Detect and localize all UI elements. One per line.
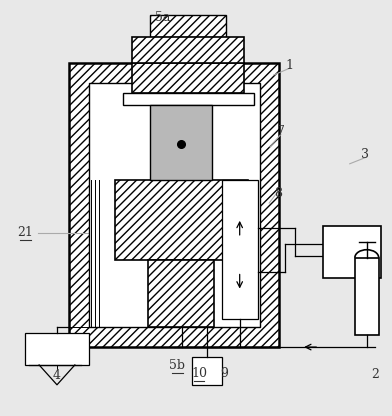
Text: 4: 4 xyxy=(53,369,61,382)
Bar xyxy=(132,63,244,93)
Bar xyxy=(132,37,244,63)
Bar xyxy=(323,226,381,277)
Bar xyxy=(114,180,248,260)
Bar xyxy=(25,333,89,365)
Bar xyxy=(89,83,260,327)
Bar xyxy=(148,260,214,327)
Bar xyxy=(123,93,254,105)
Text: 2: 2 xyxy=(371,368,379,381)
Bar xyxy=(355,258,379,335)
Text: 5b: 5b xyxy=(169,359,185,372)
Bar xyxy=(69,63,279,347)
Text: 7: 7 xyxy=(277,125,285,138)
Bar xyxy=(150,105,212,180)
Text: 8: 8 xyxy=(274,187,283,200)
Bar xyxy=(222,180,258,319)
Bar xyxy=(192,357,222,385)
Text: 10: 10 xyxy=(191,367,207,380)
Text: 9: 9 xyxy=(220,367,228,380)
Bar xyxy=(150,15,226,37)
Text: 1: 1 xyxy=(285,59,294,72)
Text: 3: 3 xyxy=(361,148,369,161)
Text: 5a: 5a xyxy=(155,11,171,25)
Text: 21: 21 xyxy=(18,226,33,239)
